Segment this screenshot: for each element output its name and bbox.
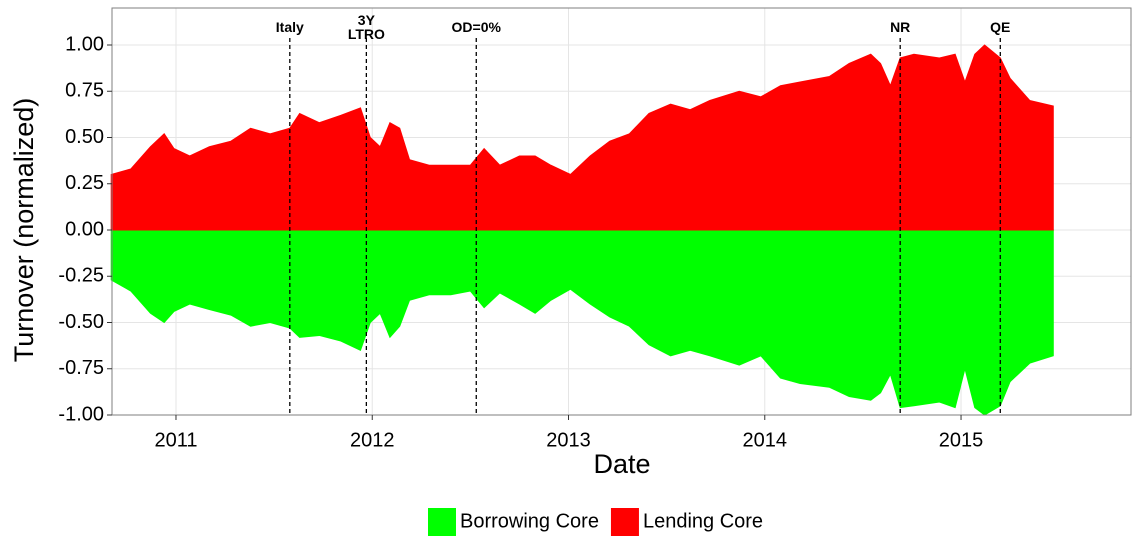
x-tick-label: 2014 xyxy=(743,429,788,451)
y-tick-label: -1.00 xyxy=(58,403,104,425)
event-label: QE xyxy=(990,19,1010,35)
x-axis-title: Date xyxy=(593,449,650,479)
event-label: NR xyxy=(890,19,910,35)
plot-border xyxy=(111,7,1132,416)
y-tick-label: -0.75 xyxy=(58,357,104,379)
area xyxy=(110,44,1054,231)
x-tick-label: 2013 xyxy=(546,429,591,451)
y-tick-label: 0.00 xyxy=(65,218,104,240)
event-label: 3Y LTRO xyxy=(348,12,385,42)
event-label: OD=0% xyxy=(452,19,502,35)
y-tick-label: 1.00 xyxy=(65,33,104,55)
x-tick-label: 2015 xyxy=(939,429,984,451)
y-tick-label: 0.25 xyxy=(65,172,104,194)
legend-label: Borrowing Core xyxy=(460,510,599,532)
y-tick-label: -0.25 xyxy=(58,265,104,287)
y-tick-label: 0.50 xyxy=(65,126,104,148)
y-tick-label: 0.75 xyxy=(65,80,104,102)
legend: Borrowing Core Lending Core xyxy=(428,508,763,536)
event-label: Italy xyxy=(276,19,304,35)
x-tick-label: 2012 xyxy=(350,429,395,451)
area xyxy=(110,229,1054,416)
legend-swatch xyxy=(610,508,639,536)
x-tick-label: 2011 xyxy=(154,429,197,451)
legend-label: Lending Core xyxy=(643,510,763,532)
y-axis-title: Turnover (normalized) xyxy=(9,98,39,363)
legend-swatch xyxy=(428,508,456,536)
y-tick-label: -0.50 xyxy=(58,311,104,333)
